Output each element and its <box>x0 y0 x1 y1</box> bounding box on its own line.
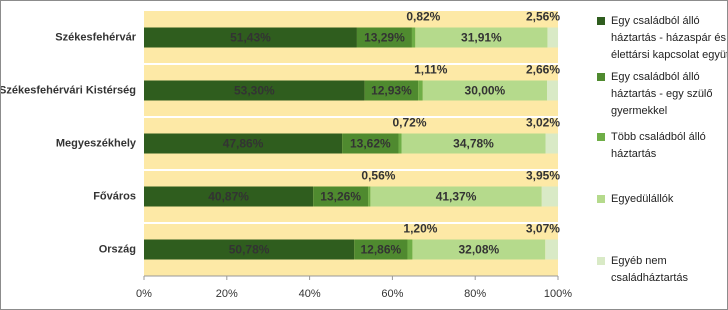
data-label: 47,86% <box>223 137 264 151</box>
data-label: 51,43% <box>230 31 271 45</box>
bar-segment <box>407 239 413 260</box>
legend-swatch <box>597 73 605 81</box>
data-label: 13,26% <box>320 190 361 204</box>
bar-segment <box>313 186 369 207</box>
data-label: 41,37% <box>436 190 477 204</box>
bar-segment <box>144 27 357 48</box>
bar-segment <box>411 27 416 48</box>
bar-segment <box>144 80 365 101</box>
legend-label: Egy családból álló háztartás - házaspár … <box>611 15 728 61</box>
legend-item: Több családból álló háztartás <box>597 129 727 163</box>
legend-label: Egyéb nem családháztartás <box>611 255 689 284</box>
y-tick-label: Székesfehérvár <box>55 31 136 43</box>
data-label: 13,62% <box>350 137 391 151</box>
bar-segment <box>398 133 402 154</box>
data-label: 1,20% <box>403 222 437 236</box>
bar-segment <box>144 186 314 207</box>
x-tick-label: 60% <box>381 288 403 300</box>
bar-segment <box>545 239 558 260</box>
bar-segment <box>364 80 419 101</box>
bar-segment <box>144 133 343 154</box>
bar-segment <box>354 239 408 260</box>
legend-item: Egyedülállók <box>597 191 727 208</box>
data-label: 13,29% <box>364 31 405 45</box>
data-label: 12,86% <box>360 243 401 257</box>
data-label: 2,66% <box>526 63 560 77</box>
data-label: 0,56% <box>361 169 395 183</box>
legend-swatch <box>597 17 605 25</box>
y-tick-label: Megyeszékhely <box>56 137 137 149</box>
bar-segment <box>370 186 542 207</box>
bar-segment <box>368 186 371 207</box>
bar-segment <box>415 27 548 48</box>
data-label: 32,08% <box>458 243 499 257</box>
bar-segment <box>412 239 546 260</box>
legend-swatch <box>597 257 605 265</box>
y-tick-label: Székesfehérvári Kistérség <box>1 84 136 96</box>
data-label: 3,07% <box>526 222 560 236</box>
bar-segment <box>401 133 546 154</box>
legend-item: Egyéb nem családháztartás <box>597 253 727 287</box>
bar-segment <box>541 186 559 207</box>
bar-segment <box>422 80 547 101</box>
x-tick-label: 100% <box>544 288 572 300</box>
data-label: 50,78% <box>229 243 270 257</box>
data-label: 31,91% <box>461 31 502 45</box>
bar-segment <box>547 27 559 48</box>
x-tick-label: 80% <box>464 288 486 300</box>
data-label: 3,02% <box>526 116 560 130</box>
bar-segment <box>418 80 423 101</box>
x-tick-label: 40% <box>299 288 321 300</box>
x-tick-label: 20% <box>216 288 238 300</box>
data-label: 30,00% <box>465 84 506 98</box>
bar-segment <box>356 27 412 48</box>
x-tick-label: 0% <box>136 288 152 300</box>
data-label: 2,56% <box>526 10 560 24</box>
legend-swatch <box>597 195 605 203</box>
legend-item: Egy családból álló háztartás - házaspár … <box>597 13 728 64</box>
data-label: 34,78% <box>453 137 494 151</box>
data-label: 0,82% <box>406 10 440 24</box>
data-label: 12,93% <box>371 84 412 98</box>
legend-item: Egy családból álló háztartás - egy szülő… <box>597 69 727 120</box>
legend-label: Több családból álló háztartás <box>611 131 706 160</box>
bar-segment <box>545 133 558 154</box>
data-label: 1,11% <box>414 63 448 77</box>
bar-segment <box>144 239 355 260</box>
y-tick-label: Ország <box>99 243 136 255</box>
legend-swatch <box>597 133 605 141</box>
bar-segment <box>342 133 399 154</box>
data-label: 53,30% <box>234 84 275 98</box>
data-label: 3,95% <box>526 169 560 183</box>
data-label: 0,72% <box>392 116 426 130</box>
bar-segment <box>546 80 558 101</box>
legend-label: Egyedülállók <box>611 193 674 205</box>
data-label: 40,87% <box>208 190 249 204</box>
y-tick-label: Főváros <box>93 190 136 202</box>
legend-label: Egy családból álló háztartás - egy szülő… <box>611 71 713 117</box>
